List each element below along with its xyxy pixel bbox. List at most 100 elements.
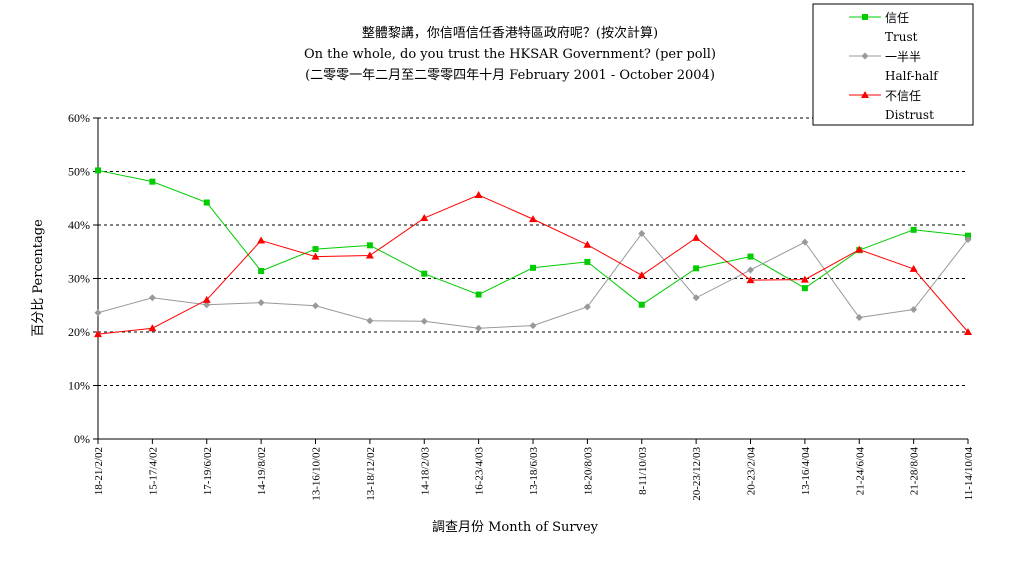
legend-item-distrust: 不信任 Distrust xyxy=(849,89,934,122)
series-line-trust xyxy=(97,169,969,306)
data-point-half-half xyxy=(366,317,374,325)
legend-label-zh: 不信任 xyxy=(885,89,921,103)
data-point-half-half xyxy=(747,266,754,274)
y-tick-label: 20% xyxy=(68,325,90,339)
data-point-distrust xyxy=(529,215,537,223)
legend-marker-trust xyxy=(862,14,868,20)
legend-box xyxy=(812,3,974,126)
data-point-distrust xyxy=(474,191,483,199)
y-tick-label: 50% xyxy=(68,165,90,179)
x-tick-label: 13-16/10/02 xyxy=(311,447,323,501)
data-point-half-half xyxy=(910,306,918,314)
data-point-half-half xyxy=(692,294,700,302)
data-point-half-half xyxy=(312,302,319,310)
data-point-trust xyxy=(475,291,482,298)
data-point-half-half xyxy=(475,324,483,332)
data-point-trust xyxy=(203,199,210,206)
legend: 信任 Trust 一半半 Half-half 不信任 Distrust xyxy=(812,3,974,126)
x-tick-label: 14-18/2/03 xyxy=(419,447,431,496)
data-point-distrust xyxy=(855,245,864,253)
data-point-distrust xyxy=(746,276,755,284)
data-point-trust xyxy=(693,265,700,272)
data-point-distrust xyxy=(964,328,972,335)
y-tick-label: 40% xyxy=(68,218,90,232)
x-axis-label: 調查月份 Month of Survey xyxy=(432,520,599,535)
chart-title: 整體黎講，你信唔信任香港特區政府呢？(按次計算) xyxy=(362,25,658,41)
data-point-distrust xyxy=(583,240,592,248)
data-point-half-half xyxy=(203,301,211,309)
series-distrust xyxy=(94,191,972,338)
data-point-trust xyxy=(801,285,808,292)
x-tick-label: 20-23/2/04 xyxy=(746,447,758,496)
legend-label-en: Half-half xyxy=(885,69,939,83)
data-point-half-half xyxy=(583,303,591,311)
data-point-trust xyxy=(747,253,754,260)
data-point-trust xyxy=(95,167,101,174)
data-point-trust xyxy=(149,178,156,185)
x-tick-label: 21-24/6/04 xyxy=(854,447,866,496)
data-point-half-half xyxy=(964,235,972,243)
data-point-trust xyxy=(312,246,319,253)
data-point-half-half xyxy=(529,322,537,330)
y-tick-label: 10% xyxy=(68,379,90,393)
data-point-distrust xyxy=(311,252,320,260)
data-point-distrust xyxy=(202,295,211,303)
legend-marker-distrust xyxy=(861,91,869,98)
data-point-distrust xyxy=(94,330,102,338)
x-tick-label: 18-20/8/03 xyxy=(582,447,594,496)
legend-item-half-half: 一半半 Half-half xyxy=(849,50,939,83)
data-point-trust xyxy=(965,232,971,239)
data-point-trust xyxy=(421,270,428,277)
data-point-trust xyxy=(530,264,536,271)
data-point-distrust xyxy=(257,236,266,244)
legend-label-en: Trust xyxy=(885,30,918,44)
data-point-half-half xyxy=(257,299,265,307)
series-line-half-half xyxy=(97,232,969,329)
legend-label-en: Distrust xyxy=(885,108,934,122)
x-tick-label: 21-28/8/04 xyxy=(909,447,921,496)
data-point-trust xyxy=(910,226,917,233)
data-point-half-half xyxy=(148,294,156,302)
data-point-trust xyxy=(638,301,645,308)
data-point-half-half xyxy=(801,238,809,246)
data-point-distrust xyxy=(637,271,646,279)
data-point-half-half xyxy=(94,309,102,317)
data-point-distrust xyxy=(909,264,918,272)
data-point-half-half xyxy=(638,230,646,238)
series-half-half xyxy=(94,230,972,332)
chart-subtitle: On the whole, do you trust the HKSAR Gov… xyxy=(304,47,716,62)
x-tick-label: 13-18/12/02 xyxy=(365,447,377,501)
legend-label-zh: 一半半 xyxy=(885,50,921,64)
x-tick-label: 8-11/10/03 xyxy=(637,447,649,495)
y-tick-label: 0% xyxy=(74,432,90,446)
data-point-distrust xyxy=(692,233,701,241)
data-point-distrust xyxy=(148,324,157,332)
chart-date-range: (二零零一年二月至二零零四年十月 February 2001 - October… xyxy=(305,68,715,83)
legend-item-trust: 信任 Trust xyxy=(849,11,918,44)
data-point-distrust xyxy=(365,251,374,259)
x-tick-label: 18-21/2/02 xyxy=(93,447,105,495)
legend-label-zh: 信任 xyxy=(885,11,909,25)
data-point-distrust xyxy=(800,275,809,283)
x-tick-label: 13-16/4/04 xyxy=(800,447,812,496)
y-axis-label: 百分比 Percentage xyxy=(31,219,46,337)
y-tick-label: 30% xyxy=(68,272,90,286)
x-tick-label: 16-23/4/03 xyxy=(474,447,486,496)
x-tick-label: 20-23/12/03 xyxy=(691,447,703,501)
data-point-trust xyxy=(584,258,591,265)
series-trust xyxy=(95,167,971,308)
x-tick-label: 14-19/8/02 xyxy=(256,447,268,495)
data-point-distrust xyxy=(420,214,429,222)
x-tick-label: 13-18/6/03 xyxy=(528,447,540,496)
legend-marker-half-half xyxy=(861,52,869,60)
data-point-trust xyxy=(366,242,373,249)
x-tick-label: 15-17/4/02 xyxy=(147,447,159,495)
x-tick-label: 11-14/10/04 xyxy=(963,447,975,501)
data-point-trust xyxy=(258,268,265,275)
x-tick-label: 17-19/6/02 xyxy=(202,447,214,495)
y-tick-label: 60% xyxy=(68,111,90,125)
data-point-half-half xyxy=(855,314,863,322)
data-point-half-half xyxy=(420,317,428,325)
